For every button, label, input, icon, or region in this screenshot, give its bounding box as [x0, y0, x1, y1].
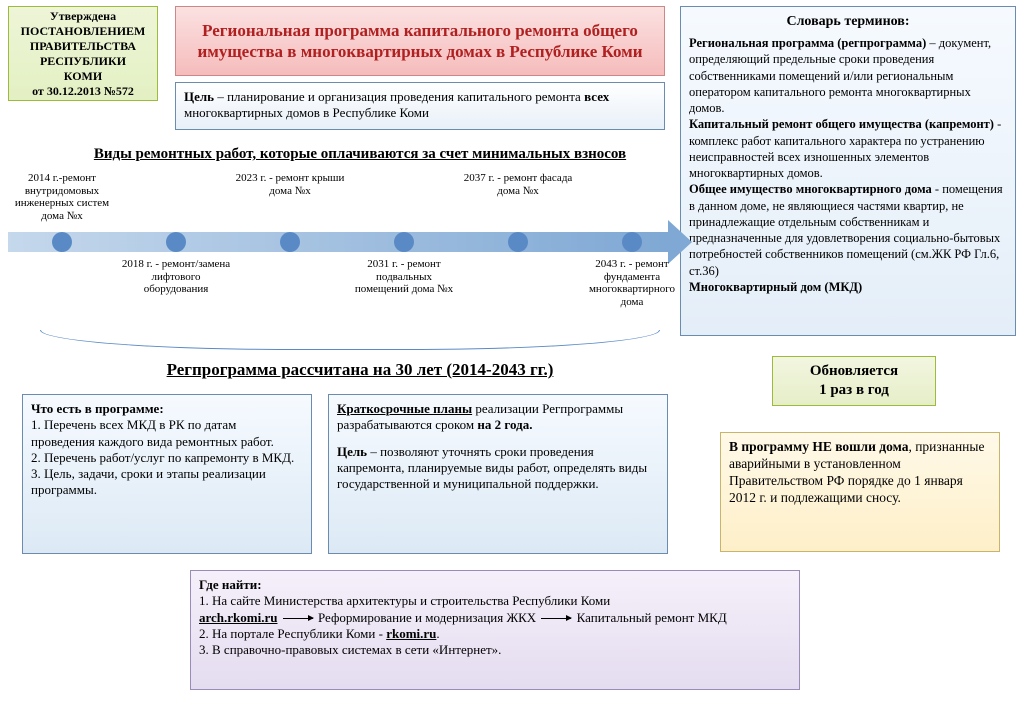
- program-heading: Что есть в программе:: [31, 401, 164, 416]
- goal-box: Цель – планирование и организация провед…: [175, 82, 665, 130]
- timeline-node: [52, 232, 72, 252]
- timeline-label: 2023 г. - ремонт крыши дома №х: [235, 172, 345, 197]
- update-frequency-box: Обновляется 1 раз в год: [772, 356, 936, 406]
- glossary-term-1: Региональная программа (регпрограмма): [689, 36, 926, 50]
- timeline-label: 2037 г. - ремонт фасада дома №х: [463, 172, 573, 197]
- glossary-box: Словарь терминов: Региональная программа…: [680, 6, 1016, 336]
- timeline-node: [166, 232, 186, 252]
- program-item-2: 2. Перечень работ/услуг по капремонту в …: [31, 450, 303, 466]
- timeline-node: [622, 232, 642, 252]
- timeline-bar: [8, 232, 668, 252]
- where-to-find-box: Где найти: 1. На сайте Министерства архи…: [190, 570, 800, 690]
- goal-bold: всех: [584, 89, 609, 104]
- goal-text-1: – планирование и организация проведения …: [214, 89, 584, 104]
- timeline-label: 2014 г.-ремонт внутридомовых инженерных …: [7, 172, 117, 223]
- where-step-2: Капитальный ремонт МКД: [577, 610, 727, 625]
- timeline-label: 2018 г. - ремонт/замена лифтового оборуд…: [121, 258, 231, 296]
- where-line-1a: 1. На сайте Министерства архитектуры и с…: [199, 593, 791, 609]
- timeline-label: 2043 г. - ремонт фундамента многоквартир…: [577, 258, 687, 309]
- plan-heading-bold: на 2 года.: [477, 417, 532, 432]
- glossary-term-2: Капитальный ремонт общего имущества (кап…: [689, 117, 994, 131]
- where-heading: Где найти:: [199, 577, 262, 592]
- glossary-term-4: Многоквартирный дом (МКД): [689, 280, 862, 294]
- plan-goal-text: – позволяют уточнять сроки проведения ка…: [337, 444, 647, 492]
- program-item-1: 1. Перечень всех МКД в РК по датам прове…: [31, 417, 303, 450]
- timeline-bracket: [40, 330, 660, 350]
- timeline-node: [508, 232, 528, 252]
- short-term-plans-box: Краткосрочные планы реализации Регпрогра…: [328, 394, 668, 554]
- where-link-2: rkomi.ru: [386, 626, 436, 641]
- goal-label: Цель: [184, 89, 214, 104]
- update-text: Обновляется 1 раз в год: [810, 362, 898, 400]
- goal-text-2: многоквартирных домов в Республике Коми: [184, 105, 429, 120]
- approval-stamp: Утверждена ПОСТАНОВЛЕНИЕМ ПРАВИТЕЛЬСТВА …: [8, 6, 158, 101]
- where-link-1: arch.rkomi.ru: [199, 610, 277, 625]
- where-step-1: Реформирование и модернизация ЖКХ: [318, 610, 536, 625]
- excluded-houses-box: В программу НЕ вошли дома, признанные ав…: [720, 432, 1000, 552]
- plan-goal-label: Цель: [337, 444, 367, 459]
- where-line-2a: 2. На портале Республики Коми -: [199, 626, 386, 641]
- approval-text: Утверждена ПОСТАНОВЛЕНИЕМ ПРАВИТЕЛЬСТВА …: [21, 9, 146, 99]
- works-types-heading: Виды ремонтных работ, которые оплачивают…: [50, 146, 670, 163]
- timeline-node: [280, 232, 300, 252]
- timeline-label: 2031 г. - ремонт подвальных помещений до…: [349, 258, 459, 296]
- program-title: Региональная программа капитального ремо…: [184, 20, 656, 63]
- where-line-3: 3. В справочно-правовых системах в сети …: [199, 642, 791, 658]
- glossary-term-3: Общее имущество многоквартирного дома: [689, 182, 932, 196]
- where-line-2-tail: .: [436, 626, 439, 641]
- arrow-right-icon: [541, 618, 571, 619]
- plan-heading-underline: Краткосрочные планы: [337, 401, 472, 416]
- glossary-def-3: - помещения в данном доме, не являющиеся…: [689, 182, 1003, 277]
- excluded-bold: В программу НЕ вошли дома: [729, 439, 908, 454]
- glossary-heading: Словарь терминов:: [689, 13, 1007, 31]
- timeline-node: [394, 232, 414, 252]
- program-contents-box: Что есть в программе: 1. Перечень всех М…: [22, 394, 312, 554]
- arrow-right-icon: [283, 618, 313, 619]
- program-item-3: 3. Цель, задачи, сроки и этапы реализаци…: [31, 466, 303, 499]
- program-title-box: Региональная программа капитального ремо…: [175, 6, 665, 76]
- duration-heading: Регпрограмма рассчитана на 30 лет (2014-…: [50, 360, 670, 380]
